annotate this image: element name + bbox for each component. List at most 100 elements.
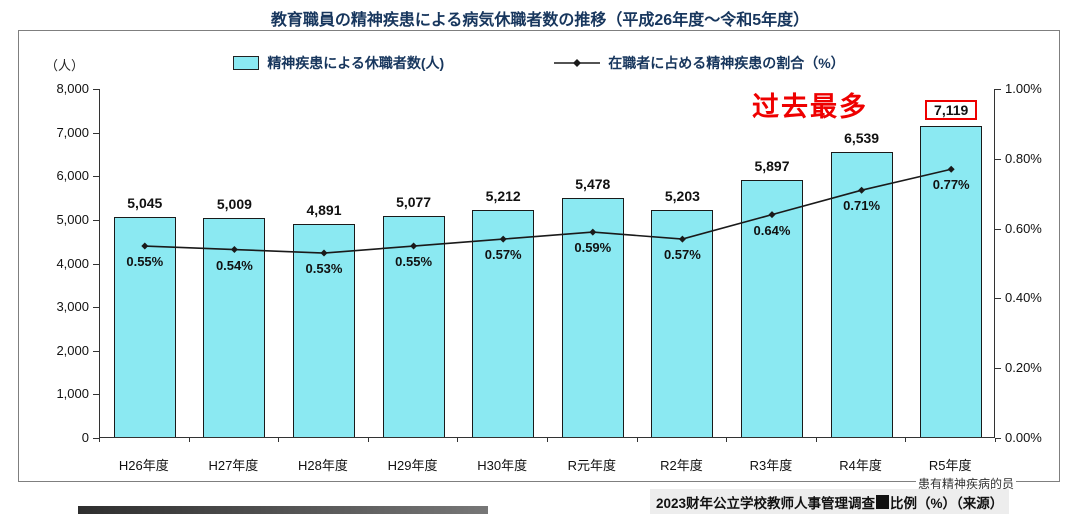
bar-value-text: 5,203 (664, 188, 700, 205)
percent-label: 0.71% (843, 198, 881, 214)
bar-H28年度 (293, 223, 355, 437)
y-axis-left-tick-label: 8,000 (56, 81, 89, 96)
bar-value-text: 5,212 (485, 187, 521, 204)
bar-R2年度 (651, 210, 714, 437)
line-marker-icon (554, 55, 601, 71)
percent-label: 0.57% (663, 247, 701, 263)
bar-value-text: 4,891 (306, 201, 342, 218)
bar-value-label: 5,478 (548, 176, 638, 192)
x-axis-tick-label: H27年度 (208, 458, 259, 473)
tick-mark (636, 438, 638, 442)
plot-area: 5,045 5,009 4,891 5,077 5,212 5,478 5,203 5,897… (99, 89, 995, 438)
bar-value-label: 7,119 (906, 100, 996, 121)
tick-mark (905, 438, 907, 442)
y-axis-left-tick-label: 6,000 (56, 168, 89, 184)
tick-mark (93, 394, 99, 396)
bar-R4年度 (830, 151, 893, 437)
percent-label: 0.57% (484, 247, 522, 263)
bar-R元年度 (561, 198, 624, 437)
bar-value-text: 5,045 (127, 194, 163, 211)
y-axis-left-tick-label: 4,000 (56, 255, 89, 271)
x-axis-tick-label: R2年度 (660, 458, 703, 473)
tick-mark (995, 298, 1001, 300)
tick-mark (278, 438, 280, 442)
bar-R5年度 (920, 126, 983, 437)
y-axis-right-tick-label: 0.20% (1005, 360, 1042, 376)
tick-mark (188, 438, 190, 442)
y-axis-right-tick-label: 0.80% (1005, 150, 1042, 166)
percent-label: 0.77% (932, 177, 970, 193)
x-axis-tick-label: R元年度 (567, 458, 616, 473)
percent-label: 0.55% (395, 254, 433, 270)
bar-value-text: 5,478 (575, 176, 611, 193)
legend-line-label: 在職者に占める精神疾患の割合（%） (608, 55, 845, 71)
bar-value-label: 5,045 (100, 195, 190, 211)
bar-value-text: 5,077 (396, 193, 432, 210)
percentage-line (141, 165, 955, 257)
bar-R3年度 (741, 179, 803, 437)
bar-swatch-icon (233, 56, 260, 70)
tick-mark (726, 438, 728, 442)
bar-value-text: 5,897 (754, 157, 790, 174)
tick-mark (93, 176, 99, 178)
tick-mark (99, 438, 100, 442)
x-axis-tick-label: R4年度 (839, 458, 882, 473)
caption-text-left: 2023财年公立学校教师人事管理调查 (656, 495, 876, 511)
y-axis-right-tick-label: 0.40% (1005, 290, 1042, 306)
percent-label: 0.59% (574, 240, 612, 256)
bar-value-text: 6,539 (844, 129, 880, 146)
y-axis-left-tick-label: 3,000 (56, 299, 89, 315)
tick-mark (547, 438, 548, 442)
tick-mark (995, 89, 1001, 90)
bar-value-label: 5,897 (727, 158, 817, 174)
subtitle-overlay-text: 患有精神疾病的员 (916, 475, 1017, 492)
record-value-box: 7,119 (925, 100, 978, 121)
y-axis-right-tick-label: 1.00% (1005, 81, 1042, 96)
tick-mark (93, 219, 99, 221)
x-axis-tick-label: R3年度 (749, 458, 793, 473)
y-axis-right-tick-label: 0.60% (1005, 220, 1042, 236)
percent-label: 0.64% (753, 222, 791, 238)
chart-title: 教育職員の精神疾患による病気休職者数の推移（平成26年度～令和5年度） (270, 12, 810, 29)
bar-value-label: 5,212 (458, 188, 548, 204)
tick-mark (93, 263, 99, 265)
record-high-annotation: 过去最多 (752, 92, 868, 122)
tick-mark (93, 350, 99, 352)
x-axis-tick-label: H30年度 (477, 458, 528, 473)
video-progress-bar (78, 506, 488, 514)
bar-value-label: 5,203 (638, 188, 728, 204)
tick-mark (815, 438, 817, 442)
x-axis-tick-label: H28年度 (298, 458, 348, 473)
tick-mark (93, 438, 99, 439)
tick-mark (93, 307, 99, 309)
x-axis-tick-label: R5年度 (928, 458, 972, 473)
tick-mark (93, 89, 99, 90)
tick-mark (93, 132, 99, 134)
y-axis-left-tick-label: 5,000 (56, 211, 89, 227)
caption-text-right: 比例（%）（来源） (890, 495, 1004, 511)
black-square-icon (876, 494, 890, 509)
bar-value-label: 6,539 (817, 130, 907, 146)
tick-mark (995, 158, 1001, 160)
bar-H26年度 (113, 216, 176, 437)
y-axis-right-tick-label: 0.00% (1005, 430, 1042, 445)
y-axis-left-tick-label: 0 (81, 430, 89, 445)
legend: 精神疾患による休職者数(人) 在職者に占める精神疾患の割合（%） (19, 53, 1059, 73)
left-axis-unit-label: （人） (45, 58, 85, 73)
bar-H27年度 (203, 218, 266, 437)
tick-mark (995, 438, 996, 442)
percent-label: 0.54% (215, 257, 253, 273)
bar-value-text: 5,009 (216, 196, 252, 213)
percent-label: 0.55% (126, 254, 164, 270)
bar-H29年度 (382, 215, 445, 437)
legend-item-line: 在職者に占める精神疾患の割合（%） (554, 53, 845, 73)
x-axis-tick-label: H26年度 (118, 458, 169, 473)
tick-mark (995, 438, 1001, 439)
legend-bars-label: 精神疾患による休職者数(人) (267, 55, 445, 71)
tick-mark (995, 368, 1001, 370)
bar-value-label: 5,009 (190, 196, 280, 212)
tick-mark (457, 438, 459, 442)
legend-item-bars: 精神疾患による休職者数(人) (233, 53, 444, 73)
chart-container: （人） 精神疾患による休職者数(人) 在職者に占める精神疾患の割合（%） 5,0… (18, 30, 1060, 482)
